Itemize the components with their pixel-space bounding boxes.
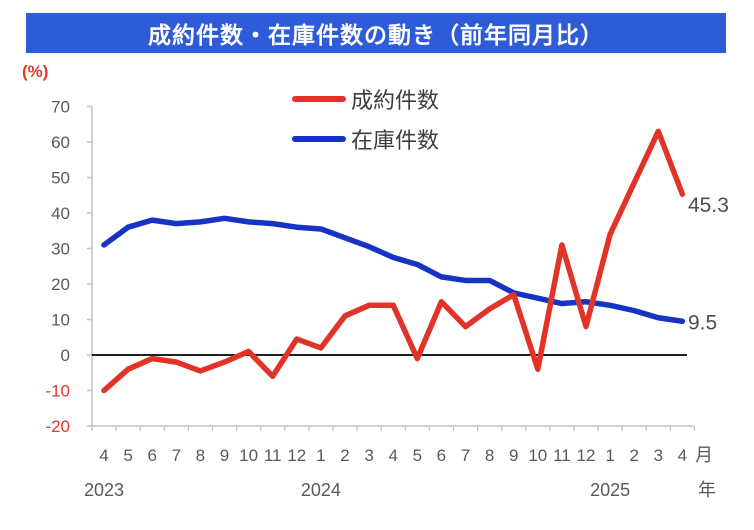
- x-month-label: 2: [629, 446, 638, 465]
- y-axis-unit-label: (%): [22, 62, 49, 81]
- x-month-label: 4: [388, 446, 397, 465]
- x-month-label: 7: [172, 446, 181, 465]
- x-month-label: 5: [123, 446, 132, 465]
- x-month-label: 9: [220, 446, 229, 465]
- x-month-label: 1: [605, 446, 614, 465]
- x-month-label: 4: [99, 446, 108, 465]
- y-tick-label: -20: [45, 417, 70, 436]
- contracts-line-swatch: [292, 96, 346, 102]
- contracts-series-line: [101, 128, 686, 394]
- chart-title: 成約件数・在庫件数の動き（前年同月比）: [26, 13, 726, 53]
- x-month-label: 10: [528, 446, 547, 465]
- x-month-label: 11: [264, 446, 282, 465]
- legend-item-inventory: 在庫件数: [292, 126, 440, 153]
- x-month-label: 1: [316, 446, 325, 465]
- x-month-label: 12: [287, 446, 306, 465]
- contracts-end-value-label: 45.3: [688, 194, 729, 217]
- x-month-label: 2: [340, 446, 349, 465]
- y-tick-label: -10: [45, 382, 70, 401]
- x-month-label: 11: [553, 446, 571, 465]
- x-month-label: 10: [239, 446, 258, 465]
- year-unit-label: 年: [698, 480, 716, 500]
- y-tick-label: 70: [51, 98, 70, 117]
- year-label: 2024: [301, 480, 341, 500]
- x-month-label: 7: [461, 446, 470, 465]
- y-tick-label: 50: [51, 169, 70, 188]
- month-unit-label: 月: [695, 445, 713, 465]
- x-month-label: 12: [577, 446, 596, 465]
- y-tick-label: 10: [51, 311, 70, 330]
- x-month-label: 4: [678, 446, 687, 465]
- legend-label-contracts: 成約件数: [351, 88, 440, 113]
- x-month-label: 8: [196, 446, 205, 465]
- x-month-label: 5: [413, 446, 422, 465]
- x-month-label: 9: [509, 446, 518, 465]
- x-month-label: 3: [654, 446, 663, 465]
- legend: 成約件数 在庫件数: [292, 86, 440, 153]
- x-month-label: 6: [437, 446, 446, 465]
- year-label: 2023: [84, 480, 124, 500]
- inventory-series-line: [101, 215, 686, 325]
- inventory-end-value-label: 9.5: [688, 311, 717, 334]
- x-month-label: 8: [485, 446, 494, 465]
- y-tick-label: 20: [51, 275, 70, 294]
- inventory-line-swatch: [292, 136, 346, 142]
- legend-label-inventory: 在庫件数: [351, 128, 440, 153]
- y-tick-label: 0: [61, 346, 70, 365]
- y-tick-label: 30: [51, 240, 70, 259]
- legend-item-contracts: 成約件数: [292, 86, 440, 113]
- x-month-label: 6: [147, 446, 156, 465]
- y-tick-label: 60: [51, 133, 70, 152]
- year-label: 2025: [590, 480, 630, 500]
- y-tick-label: 40: [51, 204, 70, 223]
- x-month-label: 3: [364, 446, 373, 465]
